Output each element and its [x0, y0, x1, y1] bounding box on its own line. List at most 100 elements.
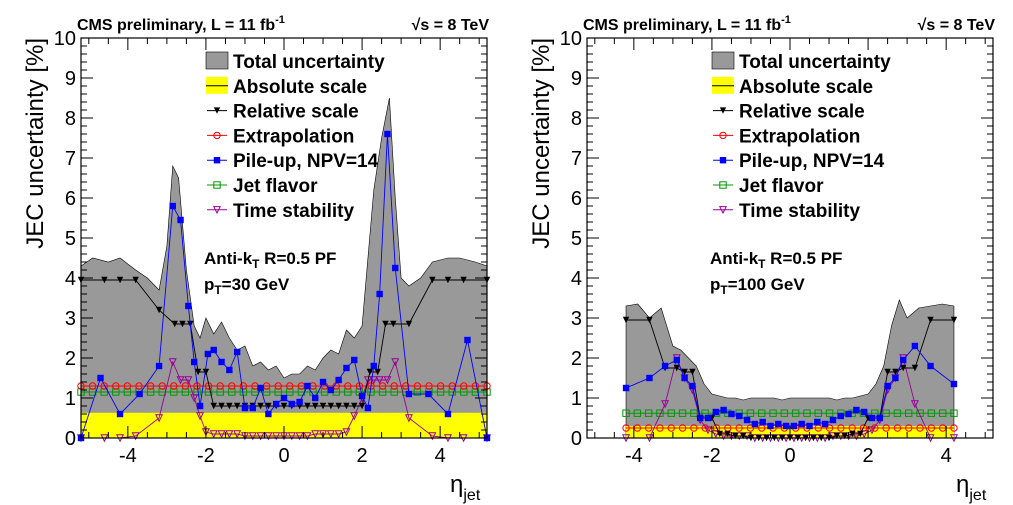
relative-scale-point [911, 364, 919, 372]
legend-relative-label: Relative scale [739, 102, 865, 123]
pile-up-point [191, 358, 198, 366]
time-stability-point [248, 432, 257, 441]
pile-up-point [97, 374, 104, 382]
extrapolation-point [871, 424, 879, 432]
time-stability-point [225, 430, 234, 439]
pile-up-point [845, 410, 852, 418]
extrapolation-point [471, 382, 480, 390]
pile-up-point [304, 382, 311, 390]
relative-scale-point [927, 316, 934, 324]
pile-up-point [681, 374, 688, 382]
time-stability-point [391, 358, 400, 367]
pile-up-point [370, 362, 377, 370]
y-tick-label: 0 [571, 428, 582, 450]
legend-flavor-swatch-marker [719, 181, 727, 189]
jet-flavor-point [938, 409, 947, 417]
pile-up-point [751, 420, 759, 428]
legend-flavor-swatch-marker [213, 181, 221, 189]
pile-up-point [425, 390, 432, 398]
extrapolation-point [893, 424, 902, 432]
y-tick-label: 1 [571, 388, 582, 410]
y-tick-label: 5 [65, 228, 76, 250]
x-tick-label: 0 [278, 445, 289, 467]
time-stability-point [131, 432, 140, 441]
chart-svg-right: 0 1 2 3 4 5 6 7 8 9 10 -4 -2 0 2 4 JEC uncertainty [%] ηj… [506, 0, 1012, 505]
time-stability-point [350, 412, 359, 421]
pile-up-series [77, 130, 491, 442]
extrapolation-point [88, 382, 97, 390]
annotation-algorithm: Anti-kT R=0.5 PF [710, 249, 842, 271]
pile-up-point [233, 348, 241, 356]
legend-pileup-swatch-marker [213, 157, 221, 164]
pile-up-point [241, 404, 249, 412]
pile-up-point [177, 216, 184, 224]
pile-up-point [911, 342, 919, 350]
pile-up-point [196, 402, 204, 410]
extrapolation-point [216, 382, 224, 390]
extrapolation-point [436, 382, 445, 390]
extrapolation-point [656, 424, 664, 432]
jet-flavor-point [758, 409, 766, 417]
relative-scale-point [382, 320, 389, 328]
pile-up-point [837, 412, 844, 420]
legend-extrapolation-label: Extrapolation [233, 126, 354, 147]
extrapolation-point [882, 424, 890, 432]
extrapolation-point [735, 424, 743, 432]
pile-up-point [821, 420, 829, 428]
y-tick-label: 8 [65, 108, 76, 130]
jet-flavor-point [825, 409, 834, 417]
pile-up-point [272, 400, 280, 408]
y-tick-label: 6 [65, 188, 76, 210]
extrapolation-point [378, 382, 387, 390]
pile-up-point [720, 406, 727, 414]
pile-up-point [185, 302, 192, 310]
time-stability-point [319, 430, 328, 439]
relative-scale-point [739, 432, 747, 440]
pile-up-point [950, 380, 958, 388]
annotation-pt: pT=100 GeV [710, 275, 805, 297]
relative-scale-point [319, 402, 327, 410]
pile-up-point [646, 374, 653, 382]
time-stability-point [383, 376, 392, 385]
extrapolation-series [77, 382, 491, 390]
legend-absolute-label: Absolute scale [233, 77, 367, 98]
jec-uncertainty-chart-right: 0 1 2 3 4 5 6 7 8 9 10 -4 -2 0 2 4 JEC uncertainty [%] ηj… [506, 0, 1012, 505]
pile-up-point [319, 378, 327, 386]
legend-time-label: Time stability [233, 201, 355, 222]
pile-up-point [384, 130, 391, 138]
pile-up-point [226, 366, 233, 374]
y-tick-label: 9 [571, 68, 582, 90]
jet-flavor-point [690, 409, 698, 417]
y-axis-label: JEC uncertainty [%] [22, 38, 49, 249]
legend-pileup-swatch-marker [719, 157, 727, 164]
pile-up-point [464, 336, 471, 344]
pile-up-point [405, 390, 413, 398]
time-stability-point [342, 428, 351, 437]
legend-absolute-label: Absolute scale [739, 77, 873, 98]
extrapolation-point [170, 382, 178, 390]
relative-scale-point [460, 276, 467, 284]
pile-up-point [288, 400, 296, 408]
pile-up-point [392, 264, 399, 272]
pile-up-point [218, 358, 225, 366]
time-stability-point [334, 430, 343, 439]
extrapolation-point [667, 424, 675, 432]
y-tick-label: 0 [65, 428, 76, 450]
pile-up-point [782, 422, 790, 430]
time-stability-point [860, 430, 869, 439]
legend-total-swatch [711, 51, 735, 70]
relative-scale-point [884, 368, 891, 376]
relative-scale-point [892, 368, 899, 376]
y-tick-label: 4 [65, 268, 76, 290]
relative-scale-point [374, 368, 381, 376]
pile-up-point [210, 346, 217, 354]
extrapolation-point [837, 424, 845, 432]
time-stability-point [168, 358, 177, 367]
pile-up-point [892, 374, 899, 382]
relative-scale-point [155, 306, 163, 314]
relative-scale-point [358, 402, 366, 410]
relative-scale-point [732, 432, 739, 440]
chart-svg-left: 0 1 2 3 4 5 6 7 8 9 10 -4 -2 0 2 4 JEC uncertainty [%] ηj… [0, 0, 506, 505]
extrapolation-point [181, 382, 190, 390]
jec-uncertainty-chart-left: 0 1 2 3 4 5 6 7 8 9 10 -4 -2 0 2 4 JEC uncertainty [%] ηj… [0, 0, 506, 505]
